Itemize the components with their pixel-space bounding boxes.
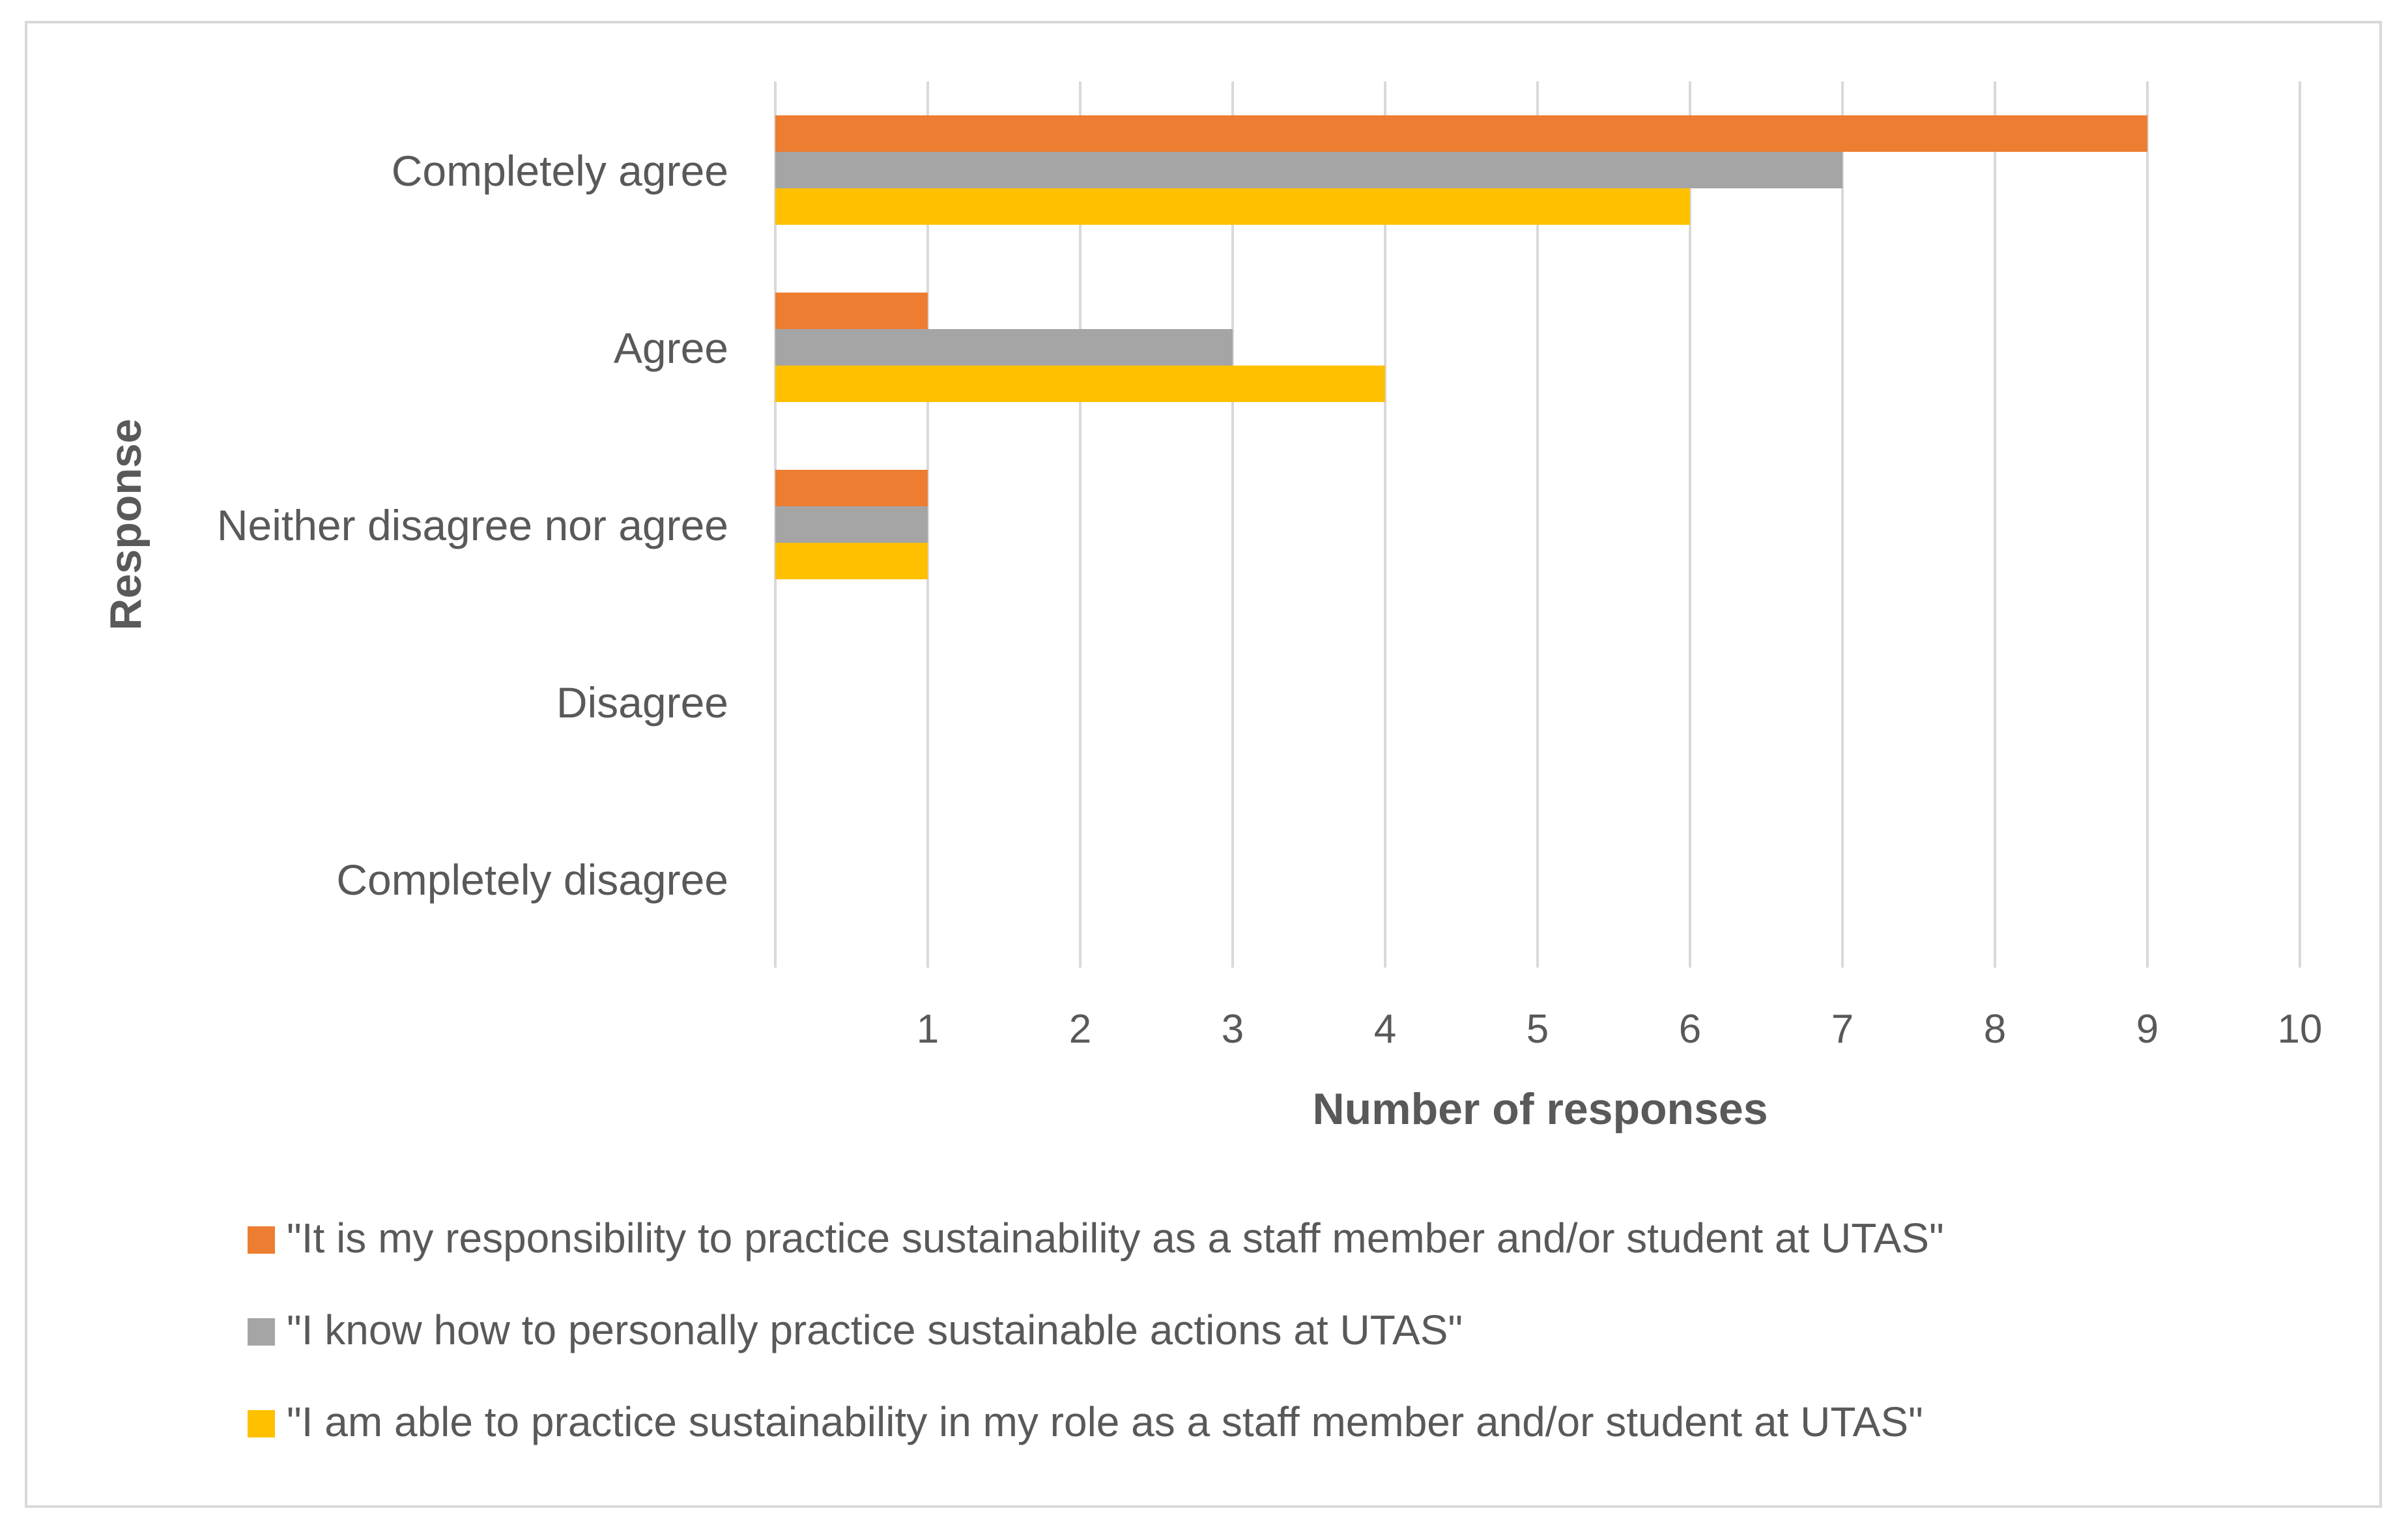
legend-entry: "I know how to personally practice susta…: [287, 1306, 1463, 1353]
chart-frame: [25, 21, 2382, 1508]
category-label: Neither disagree nor agree: [217, 501, 728, 549]
category-label: Disagree: [556, 678, 728, 727]
legend: "It is my responsibility to practice sus…: [248, 1215, 1944, 1445]
bar: [775, 506, 928, 543]
legend-entry: "I am able to practice sustainability in…: [287, 1398, 1923, 1445]
bar: [775, 188, 1690, 225]
legend-entry: "It is my responsibility to practice sus…: [287, 1215, 1944, 1262]
bar: [775, 470, 928, 506]
x-tick-label: 6: [1679, 1007, 1701, 1052]
x-axis-title: Number of responses: [1312, 1084, 1768, 1134]
x-tick-label: 9: [2136, 1007, 2158, 1052]
x-tick-label: 8: [1984, 1007, 2006, 1052]
bar: [775, 366, 1385, 402]
bars: [775, 115, 2147, 579]
x-tick-label: 2: [1069, 1007, 1091, 1052]
x-tick-label: 5: [1526, 1007, 1549, 1052]
legend-swatch: [248, 1318, 275, 1346]
bar: [775, 329, 1233, 366]
x-tick-label: 4: [1374, 1007, 1396, 1052]
category-label: Agree: [614, 324, 728, 372]
bar: [775, 293, 928, 329]
category-label: Completely agree: [392, 147, 728, 195]
x-tick-label: 7: [1831, 1007, 1854, 1052]
legend-swatch: [248, 1410, 275, 1437]
y-axis-title: Response: [101, 419, 150, 631]
x-tick-labels: 1 2 3 4 5 6 7 8 9 10: [917, 1007, 2323, 1052]
bar: [775, 115, 2147, 152]
legend-swatch: [248, 1226, 275, 1254]
bar: [775, 543, 928, 579]
category-labels: Completely agree Agree Neither disagree no…: [217, 147, 728, 904]
bar: [775, 152, 1842, 188]
category-label: Completely disagree: [336, 856, 728, 904]
x-tick-label: 1: [917, 1007, 939, 1052]
gridlines: [774, 81, 2301, 968]
x-tick-label: 10: [2278, 1007, 2323, 1052]
x-tick-label: 3: [1222, 1007, 1244, 1052]
